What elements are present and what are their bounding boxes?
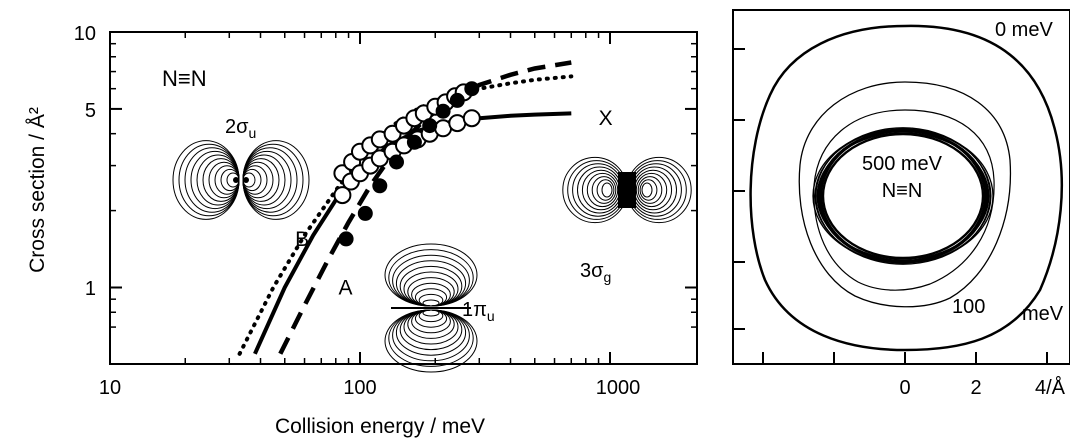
x-tick-label-1000: 1000 <box>596 377 641 399</box>
contour-lobe <box>392 309 470 362</box>
right-plot-frame <box>732 9 1070 365</box>
right-panel: 0 2 4/Å 0 meV 500 meV N≡N 100 meV <box>732 9 1070 399</box>
contour-lobe <box>567 160 626 220</box>
open-circle-marker <box>462 109 481 128</box>
filled-circle-marker <box>372 178 388 194</box>
right-x-tick-4: 4/Å <box>1035 376 1066 399</box>
left-panel: 10 5 1 10 100 1000 Collision energy / me… <box>26 23 698 438</box>
contour-500-meV <box>812 128 994 264</box>
y-axis-label: Cross section / Å² <box>26 107 49 273</box>
contour-lobe <box>184 147 240 213</box>
filled-circle-marker <box>435 103 451 119</box>
filled-circle-marker <box>449 92 465 108</box>
contour-lobe <box>639 179 658 201</box>
orbital-label-2sigma-u: 2σu <box>225 116 256 141</box>
filled-circle-marker <box>422 118 438 134</box>
filled-circle-marker <box>338 231 354 247</box>
nucleus <box>243 177 249 183</box>
contour-lobe <box>384 309 478 373</box>
x-tick-label-10: 10 <box>99 377 121 399</box>
orbital-contour-3sigma-g <box>562 156 692 224</box>
contour-500-meV <box>816 132 990 260</box>
left-axis-ticks <box>109 32 697 364</box>
contour-lobe <box>586 172 619 208</box>
contour-500-meV <box>817 129 989 263</box>
contour-500-meV <box>815 127 991 265</box>
left-plot-frame <box>109 31 698 365</box>
filled-circle-marker <box>406 134 422 150</box>
orbital-contour-1pi-u <box>384 243 478 373</box>
filled-circle-marker <box>357 205 373 221</box>
right-axis-ticks <box>733 48 1048 364</box>
label-0-meV: 0 meV <box>995 19 1053 41</box>
contour-0-meV <box>749 24 1063 352</box>
filled-circle-marker <box>389 154 404 170</box>
series-annotation-X: X <box>599 107 613 130</box>
central-lobe <box>618 172 636 208</box>
contour-lobe <box>384 243 478 307</box>
orbital-label-3sigma-g: 3σg <box>580 260 611 285</box>
label-100: 100 <box>952 296 985 318</box>
y-tick-label-10: 10 <box>74 23 96 45</box>
orbital-contour-2sigma-u <box>172 140 310 220</box>
contour-lobe <box>637 176 663 204</box>
series-lines <box>237 60 574 356</box>
contour-100-meV <box>798 81 1012 308</box>
energy-contours <box>749 24 1063 352</box>
contour-lobe <box>601 182 613 198</box>
series-annotations: X B A <box>295 107 613 299</box>
series-annotation-B: B <box>295 228 309 251</box>
molecule-label-left: N≡N <box>162 66 207 91</box>
contour-lobe <box>641 182 653 198</box>
label-500-meV: 500 meV <box>862 153 943 175</box>
contour-lobe <box>172 140 240 220</box>
x-tick-label-100: 100 <box>343 377 376 399</box>
open-circle-marker <box>333 186 352 205</box>
contour-lobe <box>628 160 687 220</box>
contour-lobe <box>242 140 310 220</box>
data-markers <box>333 81 481 247</box>
label-meV: meV <box>1022 303 1064 325</box>
contour-lobe <box>596 179 615 201</box>
contour-lobe <box>242 147 298 213</box>
contour-intermediate <box>813 109 995 291</box>
x-axis-label: Collision energy / meV <box>275 415 485 438</box>
contour-lobe <box>635 172 668 208</box>
molecule-label-right: N≡N <box>882 180 923 202</box>
filled-circle-marker <box>464 81 480 97</box>
y-tick-label-1: 1 <box>85 278 96 300</box>
contour-500-meV <box>821 132 985 260</box>
contour-lobe <box>392 254 470 307</box>
contour-lobe <box>407 309 455 339</box>
orbital-label-1pi-u: 1πu <box>462 299 495 324</box>
contour-lobe <box>407 277 455 307</box>
right-x-tick-2: 2 <box>970 377 981 399</box>
right-x-tick-0: 0 <box>899 377 910 399</box>
nucleus <box>233 177 239 183</box>
series-annotation-A: A <box>339 277 353 300</box>
y-tick-label-5: 5 <box>85 100 96 122</box>
contour-lobe <box>591 176 617 204</box>
